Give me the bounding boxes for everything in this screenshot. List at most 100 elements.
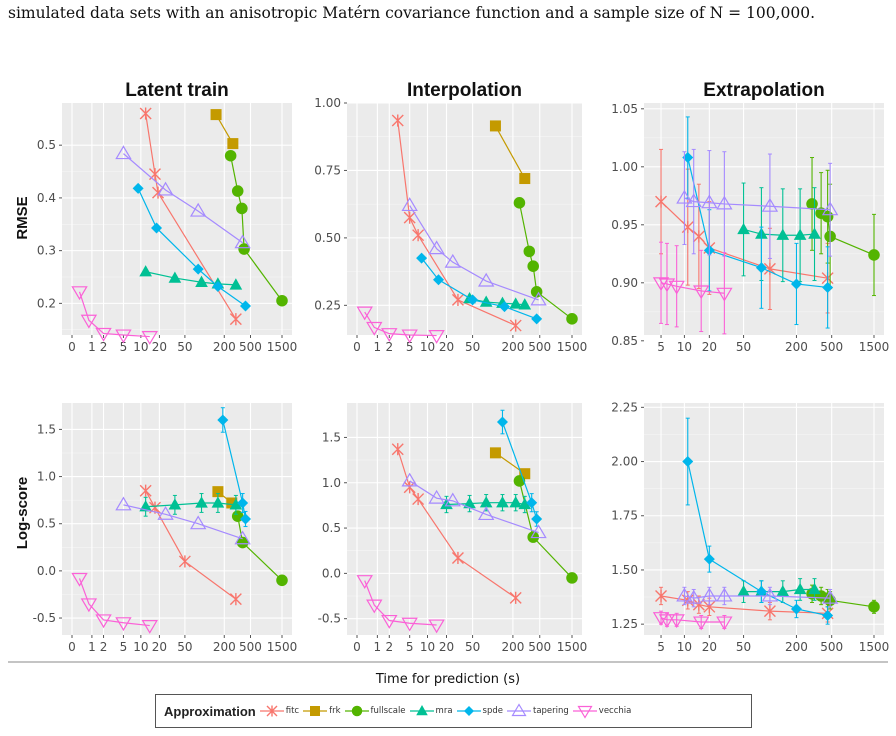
point-tapering xyxy=(530,291,547,306)
series-vecchia xyxy=(71,286,158,345)
y-tick-label: 0.0 xyxy=(37,564,56,578)
point-spde xyxy=(239,300,251,312)
x-tick-label: 50 xyxy=(465,640,480,654)
point-fullscale xyxy=(523,245,536,258)
y-tick-label: 1.5 xyxy=(322,430,341,444)
point-mra xyxy=(211,496,225,508)
point-tapering xyxy=(701,194,718,209)
x-tick-label: 1500 xyxy=(557,340,588,354)
legend-item-frk: frk xyxy=(303,702,341,720)
panel-rmse-latent: 0 1 2 5 10 20 50 200 500 1500 0.2 0.3 0.4 0.5 Latent t… xyxy=(37,80,297,354)
plot-background xyxy=(644,403,884,635)
legend-key-marker xyxy=(577,705,593,719)
point-tapering xyxy=(716,195,733,210)
point-fitc xyxy=(692,230,705,243)
point-tapering xyxy=(685,589,702,604)
panel-logscore-extrap: 5 10 20 50 200 500 1500 1.25 1.50 1.75 2.00 2.25 xyxy=(611,400,889,654)
y-tick-label: 0.4 xyxy=(37,191,56,205)
point-tapering xyxy=(234,530,251,545)
legend-label-mra: mra xyxy=(435,706,453,716)
point-mra xyxy=(737,222,750,235)
point-mra xyxy=(139,265,152,277)
series-line-tapering xyxy=(409,480,539,534)
legend-label-vecchia: vecchia xyxy=(598,706,632,716)
series-mra xyxy=(440,494,532,514)
legend-item-mra: mra xyxy=(409,702,453,720)
y-tick-label: 0.95 xyxy=(611,218,638,232)
point-spde xyxy=(132,182,144,194)
legend-label-fitc: fitc xyxy=(285,706,300,716)
point-vecchia xyxy=(366,321,383,336)
point-vecchia xyxy=(95,327,112,342)
point-vecchia xyxy=(692,285,710,300)
legend: Approximation fitc frk fullscale mra spde tap… xyxy=(155,694,752,728)
point-fullscale xyxy=(527,260,539,272)
x-tick-label: 1 xyxy=(374,640,382,654)
y-tick-label: 1.05 xyxy=(611,102,638,116)
point-fitc xyxy=(229,593,242,606)
series-mra xyxy=(139,493,243,517)
series-line-fitc xyxy=(660,595,828,614)
point-tapering xyxy=(477,272,495,287)
point-frk xyxy=(489,120,501,132)
x-tick-label: 200 xyxy=(501,640,524,654)
series-vecchia xyxy=(356,575,445,634)
point-tapering xyxy=(676,189,693,204)
point-vecchia xyxy=(95,614,112,629)
point-spde xyxy=(192,263,204,275)
point-spde xyxy=(433,274,445,286)
point-frk xyxy=(489,447,501,459)
y-axis-label-logscore: Log-score xyxy=(14,477,31,550)
point-vecchia xyxy=(658,278,676,293)
y-tick-label: 2.25 xyxy=(611,400,638,414)
point-vecchia xyxy=(71,286,88,301)
point-vecchia xyxy=(668,614,685,629)
point-vecchia xyxy=(141,331,158,345)
y-tick-label: 1.00 xyxy=(611,160,638,174)
series-line-tapering xyxy=(684,197,831,211)
y-tick-label: 0.3 xyxy=(37,244,56,258)
figure-caption: simulated data sets with an anisotropic … xyxy=(8,4,816,22)
x-tick-label: 10 xyxy=(677,340,692,354)
point-spde xyxy=(217,414,229,426)
series-fullscale xyxy=(513,197,578,325)
y-tick-label: 1.25 xyxy=(611,617,638,631)
point-vecchia xyxy=(141,620,158,634)
x-tick-label: 10 xyxy=(133,340,148,354)
y-tick-label: 2.00 xyxy=(611,455,638,469)
point-spde xyxy=(790,603,802,615)
x-tick-label: 2 xyxy=(385,340,393,354)
legend-key-spde xyxy=(456,706,481,716)
point-vecchia xyxy=(652,612,670,626)
point-vecchia xyxy=(381,328,398,342)
series-spde xyxy=(682,417,834,625)
point-mra xyxy=(518,298,532,310)
point-spde xyxy=(790,278,802,290)
legend-key-marker xyxy=(310,706,321,716)
point-fitc xyxy=(655,195,668,208)
legend-key-vecchia xyxy=(572,705,597,719)
point-vecchia xyxy=(658,614,676,629)
y-tick-label: 1.5 xyxy=(37,422,56,436)
plot-background xyxy=(62,103,292,335)
point-vecchia xyxy=(401,329,418,344)
x-tick-label: 5 xyxy=(120,640,128,654)
point-vecchia xyxy=(115,329,132,344)
point-fitc xyxy=(391,443,404,456)
legend-key-fitc xyxy=(259,705,284,717)
point-spde xyxy=(531,313,543,325)
x-tick-label: 0 xyxy=(353,340,361,354)
point-fullscale xyxy=(238,243,250,255)
point-fullscale xyxy=(231,185,244,197)
x-tick-label: 5 xyxy=(657,340,665,354)
legend-key-marker xyxy=(463,706,474,716)
y-tick-label: 1.0 xyxy=(37,470,56,484)
point-tapering xyxy=(685,193,702,208)
x-tick-label: 200 xyxy=(785,640,808,654)
point-tapering xyxy=(428,489,445,504)
point-spde xyxy=(496,416,508,428)
y-tick-label: 0.75 xyxy=(314,163,341,177)
y-tick-label: 1.0 xyxy=(322,476,341,490)
series-line-fitc xyxy=(145,490,237,600)
